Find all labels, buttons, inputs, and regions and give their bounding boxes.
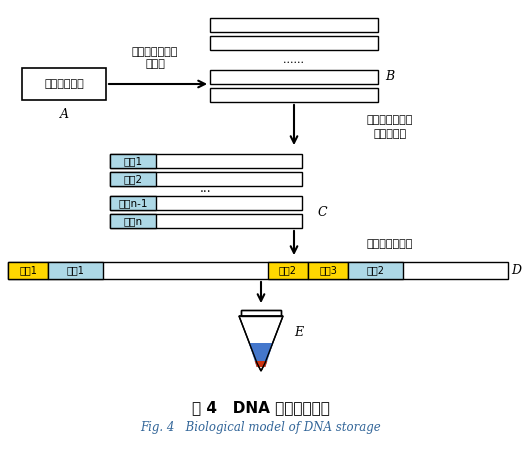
Bar xyxy=(210,36,378,50)
Text: 编码为若干段碱: 编码为若干段碱 xyxy=(132,47,178,57)
Text: 图 4   DNA 存储生物模型: 图 4 DNA 存储生物模型 xyxy=(192,401,330,416)
Bar xyxy=(110,196,156,210)
Text: 地址1: 地址1 xyxy=(67,265,85,276)
Bar xyxy=(241,310,281,316)
Bar xyxy=(8,262,508,279)
Polygon shape xyxy=(239,316,283,371)
Bar xyxy=(110,172,302,186)
Bar xyxy=(110,196,302,210)
Text: 需存储的文件: 需存储的文件 xyxy=(44,79,84,89)
Bar xyxy=(110,172,156,186)
Bar xyxy=(8,262,48,279)
Polygon shape xyxy=(249,343,273,367)
Text: ...: ... xyxy=(200,182,212,195)
Text: E: E xyxy=(294,326,304,338)
Text: 两端各加入引物: 两端各加入引物 xyxy=(367,239,413,249)
Bar xyxy=(110,214,156,228)
Bar xyxy=(241,310,281,316)
Bar xyxy=(348,262,403,279)
Text: 加入地址位: 加入地址位 xyxy=(373,129,407,139)
Text: C: C xyxy=(317,205,327,219)
Text: 地址n: 地址n xyxy=(123,216,143,226)
Text: 地址n-1: 地址n-1 xyxy=(118,198,148,208)
Text: 地址1: 地址1 xyxy=(123,156,143,166)
Text: 每段碱基短链中: 每段碱基短链中 xyxy=(367,115,413,125)
Text: A: A xyxy=(60,108,68,120)
Bar xyxy=(210,18,378,32)
Bar xyxy=(210,88,378,102)
Bar xyxy=(22,68,106,100)
Text: ......: ...... xyxy=(283,55,304,65)
Text: 地址2: 地址2 xyxy=(366,265,385,276)
Text: 引物1: 引物1 xyxy=(19,265,37,276)
Bar xyxy=(110,214,302,228)
Bar xyxy=(268,262,308,279)
Bar xyxy=(110,154,302,168)
Bar xyxy=(110,154,156,168)
Text: 引物2: 引物2 xyxy=(279,265,297,276)
Text: D: D xyxy=(511,264,521,277)
Bar xyxy=(308,262,348,279)
Text: B: B xyxy=(385,71,395,83)
Bar xyxy=(48,262,103,279)
Text: 引物3: 引物3 xyxy=(319,265,337,276)
Text: 基短链: 基短链 xyxy=(145,59,165,69)
Polygon shape xyxy=(255,361,267,367)
Bar xyxy=(210,70,378,84)
Text: 地址2: 地址2 xyxy=(123,174,143,184)
Text: Fig. 4   Biological model of DNA storage: Fig. 4 Biological model of DNA storage xyxy=(140,422,382,434)
